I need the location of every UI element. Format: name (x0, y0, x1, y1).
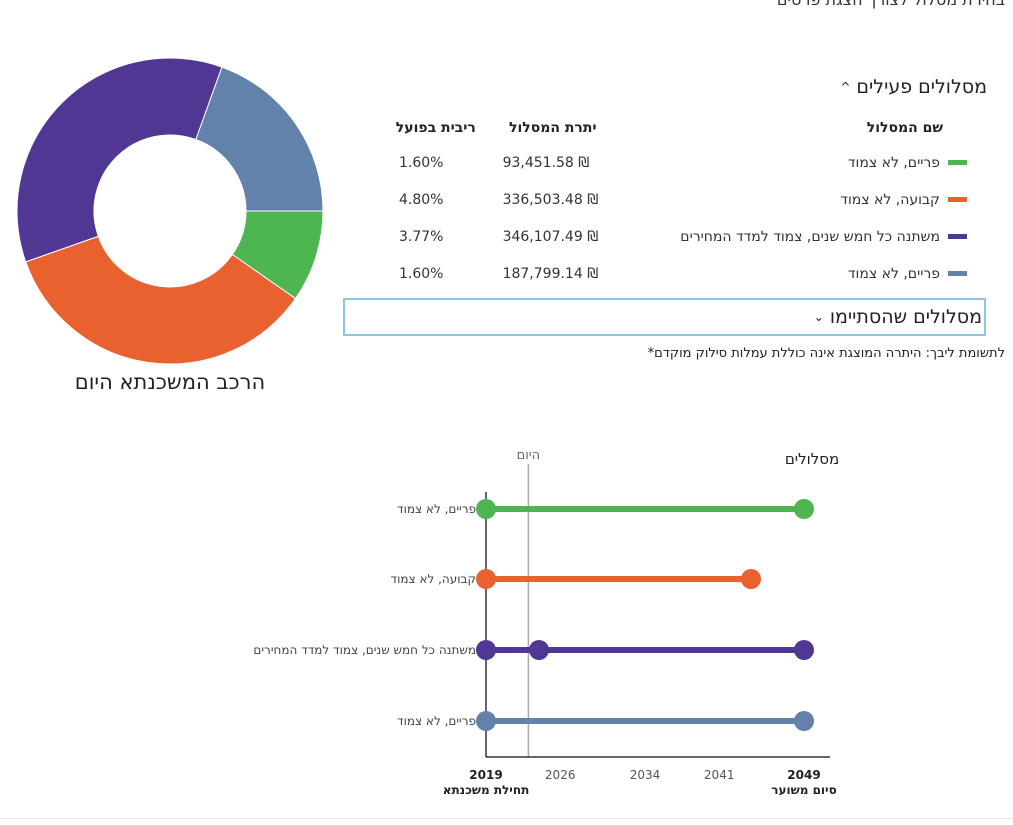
track-point[interactable] (476, 499, 496, 519)
color-swatch (948, 160, 967, 165)
bottom-divider (0, 818, 1013, 819)
donut-caption: הרכב המשכנתא היום (74, 370, 266, 394)
table-row[interactable]: פריים, לא צמוד ₪ 187,799.14 1.60% (387, 255, 987, 292)
page-header-title: בחירת מסלול לצורך הצגת פרטים (777, 0, 1005, 9)
track-name: קבועה, לא צמוד (840, 191, 940, 208)
track-point[interactable] (794, 711, 814, 731)
x-tick-label: 2034 (630, 768, 661, 782)
track-point[interactable] (794, 640, 814, 660)
track-rate: 3.77% (399, 228, 444, 245)
x-tick-sublabel: סיום משוער (771, 783, 836, 797)
active-tracks-title: מסלולים פעילים (856, 76, 987, 98)
color-swatch (948, 271, 967, 276)
track-point[interactable] (476, 569, 496, 589)
ended-tracks-toggle[interactable]: ⌄ מסלולים שהסתיימו (343, 298, 986, 336)
x-tick-label: 2049 (787, 768, 820, 782)
track-balance: ₪ 346,107.49 (502, 228, 599, 245)
chevron-down-icon: ⌄ (813, 310, 824, 324)
track-label: משתנה כל חמש שנים, צמוד למדד המחירים (253, 643, 476, 657)
donut-slice[interactable] (195, 66, 324, 212)
active-tracks-toggle[interactable]: ^ מסלולים פעילים (840, 76, 987, 98)
track-name-cell: פריים, לא צמוד (621, 255, 987, 292)
timeline-header-label: מסלולים (785, 450, 839, 468)
x-tick-label: 2041 (704, 768, 735, 782)
track-point[interactable] (476, 711, 496, 731)
color-swatch (948, 197, 967, 202)
column-header-name: שם המסלול (866, 120, 943, 136)
track-point[interactable] (741, 569, 761, 589)
track-rate: 1.60% (399, 265, 444, 282)
ended-tracks-title: מסלולים שהסתיימו (829, 306, 982, 328)
table-row[interactable]: משתנה כל חמש שנים, צמוד למדד המחירים ₪ 3… (387, 218, 987, 255)
track-point[interactable] (794, 499, 814, 519)
track-point[interactable] (476, 640, 496, 660)
track-balance: ₪ 187,799.14 (502, 265, 599, 282)
track-name: משתנה כל חמש שנים, צמוד למדד המחירים (680, 228, 940, 245)
x-tick-sublabel: תחילת משכנתא (443, 783, 530, 797)
x-tick-label: 2026 (545, 768, 576, 782)
balance-note: *לתשומת ליבך: היתרה המוצגת אינה כוללת עמ… (647, 346, 1005, 361)
column-header-rate: ריבית בפועל (395, 120, 476, 136)
tracks-timeline-chart: מסלולים היום פריים, לא צמוד קבועה, לא צמוד מ… (253, 448, 839, 797)
track-point[interactable] (529, 640, 549, 660)
track-rate: 1.60% (399, 154, 444, 171)
mortgage-composition-donut (16, 57, 324, 365)
track-label: פריים, לא צמוד (397, 502, 476, 516)
color-swatch (948, 234, 967, 239)
active-tracks-table: שם המסלול יתרת המסלול ריבית בפועל פריים,… (387, 112, 987, 292)
table-row[interactable]: פריים, לא צמוד ₪ 93,451.58 1.60% (387, 144, 987, 181)
table-header-row: שם המסלול יתרת המסלול ריבית בפועל (387, 112, 987, 144)
track-name-cell: פריים, לא צמוד (621, 144, 987, 181)
track-balance: ₪ 336,503.48 (502, 191, 599, 208)
track-label: קבועה, לא צמוד (391, 572, 476, 586)
track-name: פריים, לא צמוד (847, 154, 940, 171)
table-row[interactable]: קבועה, לא צמוד ₪ 336,503.48 4.80% (387, 181, 987, 218)
x-tick-label: 2019 (469, 768, 502, 782)
today-label: היום (517, 448, 541, 463)
track-name-cell: משתנה כל חמש שנים, צמוד למדד המחירים (621, 218, 987, 255)
track-name-cell: קבועה, לא צמוד (621, 181, 987, 218)
track-name: פריים, לא צמוד (847, 265, 940, 282)
donut-slice[interactable] (16, 57, 223, 263)
column-header-balance: יתרת המסלול (508, 120, 597, 136)
track-balance: ₪ 93,451.58 (502, 154, 590, 171)
track-label: פריים, לא צמוד (397, 714, 476, 728)
track-rate: 4.80% (399, 191, 444, 208)
chevron-up-icon: ^ (840, 80, 851, 94)
donut-slice[interactable] (25, 235, 297, 365)
